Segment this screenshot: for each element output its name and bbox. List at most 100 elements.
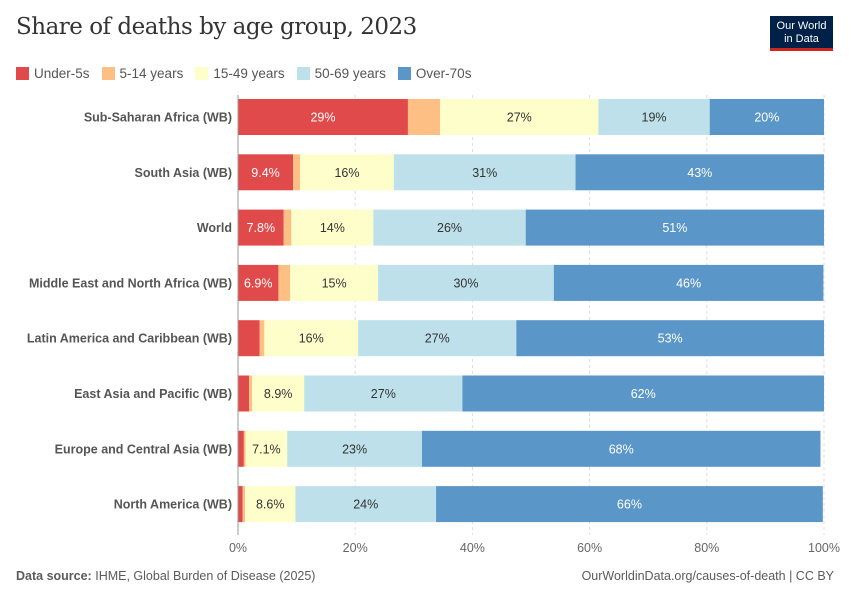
legend-item[interactable]: 15-49 years [195, 66, 285, 81]
data-label: 27% [371, 387, 396, 401]
bar-segment [422, 430, 821, 467]
bar-segment [440, 99, 599, 135]
legend-swatch [101, 67, 115, 80]
data-label: 53% [658, 332, 683, 346]
x-tick-label: 40% [460, 541, 485, 555]
data-label: 66% [617, 498, 642, 512]
bar-segment [373, 209, 526, 246]
legend-swatch [397, 67, 411, 80]
legend-label: 15-49 years [213, 66, 285, 81]
category-label: South Asia (WB) [135, 166, 232, 180]
data-label: 7.8% [247, 221, 276, 235]
data-label: 19% [642, 111, 667, 125]
data-label: 8.6% [256, 498, 285, 512]
bar-segment [358, 320, 517, 357]
data-label: 27% [507, 111, 532, 125]
bar-segment [462, 375, 824, 412]
data-label: 26% [437, 221, 462, 235]
bar-segment [575, 154, 824, 191]
bar-segment [407, 99, 441, 135]
bar-segment [378, 264, 554, 301]
owid-logo[interactable]: Our World in Data [770, 16, 833, 51]
data-label: 62% [631, 387, 656, 401]
bar-segment [304, 375, 463, 412]
x-tick-label: 0% [229, 541, 247, 555]
bar-segment [598, 99, 710, 135]
bar-segment [238, 154, 294, 191]
legend: Under-5s 5-14 years 15-49 years 50-69 years… [16, 66, 471, 81]
x-tick-label: 100% [808, 541, 840, 555]
data-label: 43% [687, 166, 712, 180]
x-tick-label: 80% [694, 541, 719, 555]
source-label: Data source: [16, 569, 92, 583]
legend-swatch [16, 67, 29, 80]
data-label: 16% [299, 332, 324, 346]
data-label: 14% [320, 221, 345, 235]
source-text[interactable]: IHME, Global Burden of Disease (2025) [95, 569, 316, 583]
data-label: 29% [310, 111, 335, 125]
data-label: 8.9% [264, 387, 293, 401]
legend-label: Over-70s [415, 66, 472, 81]
bar-segment [264, 320, 359, 357]
bar-segment [290, 264, 379, 301]
bar-segment [238, 430, 244, 467]
data-label: 20% [754, 111, 779, 125]
data-label: 24% [353, 498, 378, 512]
bar-segment [553, 264, 824, 301]
bar-segment [242, 486, 246, 523]
legend-swatch [195, 67, 209, 80]
category-label: North America (WB) [114, 498, 232, 512]
legend-item[interactable]: 5-14 years [101, 66, 184, 81]
bar-segment [238, 264, 279, 301]
data-label: 46% [676, 276, 701, 290]
bar-segment [709, 99, 824, 135]
legend-label: Under-5s [34, 66, 90, 81]
bar-segment [259, 320, 265, 357]
data-label: 51% [662, 221, 687, 235]
data-label: 23% [342, 442, 367, 456]
bar-segment [249, 375, 253, 412]
legend-item[interactable]: Under-5s [16, 66, 90, 81]
bar-segment [238, 99, 408, 135]
bar-segment [243, 430, 246, 467]
bar-segment [238, 486, 243, 523]
category-label: Middle East and North Africa (WB) [29, 276, 232, 290]
x-tick-label: 20% [343, 541, 368, 555]
bar-segment [436, 486, 823, 523]
bar-segment [287, 430, 423, 467]
category-label: Europe and Central Asia (WB) [55, 442, 232, 456]
bar-segment [278, 264, 291, 301]
legend-item[interactable]: Over-70s [397, 66, 472, 81]
bar-segment [291, 209, 374, 246]
category-label: World [197, 221, 232, 235]
x-tick-label: 60% [577, 541, 602, 555]
data-label: 30% [453, 276, 478, 290]
bar-segment [238, 375, 250, 412]
data-label: 9.4% [251, 166, 280, 180]
data-label: 6.9% [244, 276, 273, 290]
bar-segment [293, 154, 301, 191]
footer-link[interactable]: OurWorldinData.org/causes-of-death | CC … [581, 569, 834, 583]
data-label: 7.1% [252, 442, 281, 456]
category-label: East Asia and Pacific (WB) [74, 387, 232, 401]
logo-line1: Our World [776, 20, 827, 32]
data-label: 27% [425, 332, 450, 346]
bar-segment [252, 375, 305, 412]
data-label: 15% [322, 276, 347, 290]
logo-line2: in Data [784, 33, 819, 45]
bar-segment [245, 486, 296, 523]
category-label: Sub-Saharan Africa (WB) [84, 111, 232, 125]
data-label: 16% [334, 166, 359, 180]
data-source: Data source: IHME, Global Burden of Dise… [16, 569, 315, 583]
legend-item[interactable]: 50-69 years [296, 66, 386, 81]
bar-segment [245, 430, 288, 467]
legend-label: 5-14 years [119, 66, 184, 81]
data-label: 68% [609, 442, 634, 456]
bar-segment [393, 154, 576, 191]
legend-label: 50-69 years [314, 66, 386, 81]
bar-segment [516, 320, 824, 357]
bar-segment [238, 320, 260, 357]
bar-segment [295, 486, 437, 523]
